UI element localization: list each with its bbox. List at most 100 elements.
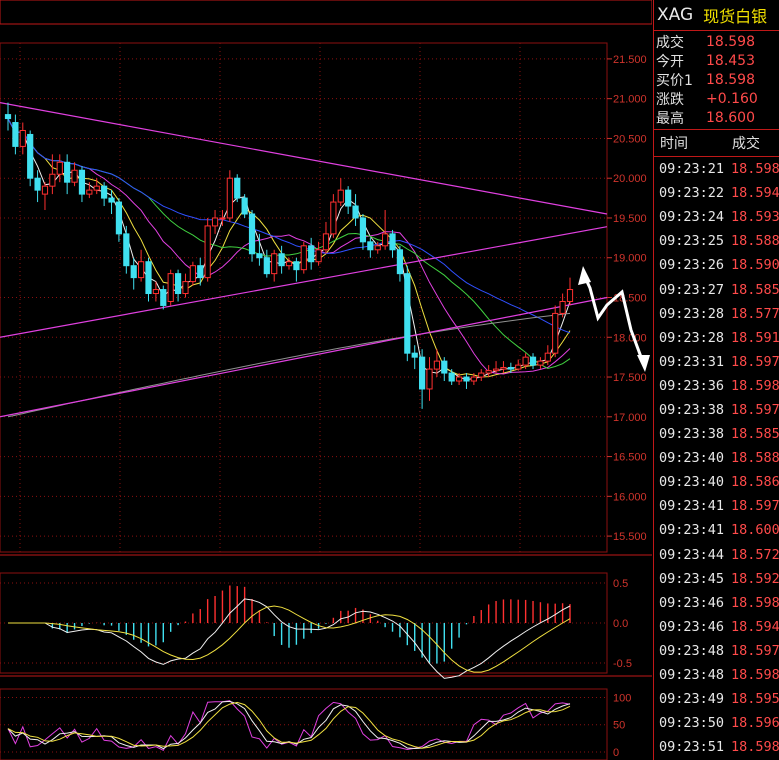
instrument-name: 现货白银: [703, 7, 768, 26]
y-tick-label: 18.000: [613, 332, 647, 344]
candle-body: [463, 376, 470, 382]
macd-panel-frame: [0, 572, 608, 674]
candle-body: [566, 289, 574, 302]
arrow-head-down: [637, 355, 650, 372]
candle-body: [300, 245, 307, 271]
tick-time: 09:23:25: [659, 233, 725, 250]
candle-body: [448, 372, 455, 382]
tick-price: 18.590: [731, 257, 779, 274]
quote-row: 涨跌 +0.160: [654, 89, 779, 108]
instrument-header: XAG 现货白银: [654, 0, 779, 31]
candle-body: [115, 201, 123, 235]
quote-label: 涨跌: [656, 91, 684, 108]
quote-value: 18.598: [706, 71, 755, 88]
tick-row: 09:23:21 18.598: [654, 157, 779, 181]
candle-body: [359, 217, 367, 243]
tick-row: 09:23:41 18.600: [654, 518, 779, 542]
candle-body: [337, 189, 344, 203]
tick-row: 09:23:49 18.595: [654, 687, 779, 711]
osc-tick-label: 0: [613, 747, 619, 759]
tick-price: 18.577: [731, 305, 779, 322]
candle-body: [56, 161, 63, 175]
arrow-stroke: [581, 272, 646, 366]
trend-line: [0, 102, 608, 215]
y-tick-label: 19.000: [613, 253, 647, 265]
tick-time: 09:23:31: [659, 353, 725, 370]
quote-value: 18.600: [706, 109, 755, 126]
tick-row: 09:23:45 18.592: [654, 567, 779, 591]
quote-label: 成交: [656, 34, 684, 51]
quote-row: 今开 18.453: [654, 51, 779, 70]
candle-body: [515, 364, 522, 370]
tick-time: 09:23:46: [659, 618, 725, 635]
tick-time: 09:23:45: [659, 570, 725, 587]
instrument-symbol: XAG: [657, 5, 694, 25]
candle-body: [441, 360, 448, 374]
candle-body: [101, 185, 108, 199]
tick-price: 18.591: [731, 329, 779, 346]
tick-time: 09:23:28: [659, 305, 725, 322]
tick-row: 09:23:46 18.598: [654, 591, 779, 615]
y-tick-label: 19.500: [613, 213, 647, 225]
tick-time: 09:23:27: [659, 281, 725, 298]
candle-body: [389, 233, 396, 251]
tick-price: 18.598: [731, 161, 779, 178]
tick-time: 09:23:50: [659, 715, 725, 732]
candle-body: [544, 352, 551, 362]
tick-row: 09:23:46 18.594: [654, 615, 779, 639]
y-tick-label: 17.500: [613, 372, 647, 384]
tick-time: 09:23:22: [659, 185, 725, 202]
tick-time: 09:23:24: [659, 209, 725, 226]
tick-price: 18.597: [731, 498, 779, 515]
candle-body: [108, 197, 115, 203]
trend-line: [0, 226, 608, 338]
tick-price: 18.598: [731, 667, 779, 684]
y-tick-label: 16.000: [613, 491, 647, 503]
candle-body: [293, 261, 300, 271]
candle-body: [552, 312, 559, 354]
quote-label: 买价1: [656, 72, 693, 89]
candle-body: [500, 366, 507, 370]
tick-time: 09:23:28: [659, 329, 725, 346]
ma-line-30: [7, 118, 571, 334]
tick-price: 18.592: [731, 570, 779, 587]
candle-body: [204, 225, 211, 279]
tick-row: 09:23:51 18.598: [654, 735, 779, 759]
candle-body: [152, 289, 159, 295]
tick-row: 09:23:28 18.591: [654, 326, 779, 350]
y-tick-label: 21.000: [613, 94, 647, 106]
tick-row: 09:23:38 18.585: [654, 422, 779, 446]
tick-row: 09:23:48 18.598: [654, 663, 779, 687]
candle-body: [4, 114, 12, 120]
ticks-header-price: 成交: [732, 136, 760, 152]
candle-body: [315, 249, 322, 263]
osc-tick-label: 100: [613, 692, 631, 704]
tick-price: 18.585: [731, 281, 779, 298]
trend-line: [0, 296, 608, 418]
tick-row: 09:23:40 18.588: [654, 446, 779, 470]
candle-body: [182, 281, 189, 295]
tick-price: 18.597: [731, 353, 779, 370]
tick-list[interactable]: 09:23:21 18.598 09:23:22 18.594 09:23:24 18.5…: [654, 157, 779, 759]
candle-body: [419, 356, 426, 390]
quote-summary: 成交 18.598 今开 18.453 买价1 18.598 涨跌 +0.160 最高 18.60…: [654, 31, 779, 130]
tick-row: 09:23:22 18.594: [654, 181, 779, 205]
tick-time: 09:23:41: [659, 498, 725, 515]
top-border: [0, 0, 652, 25]
candle-body: [396, 249, 404, 275]
tick-time: 09:23:51: [659, 739, 725, 756]
candle-body: [271, 253, 278, 275]
tick-price: 18.598: [731, 739, 779, 756]
y-tick-label: 20.000: [613, 173, 647, 185]
ma-line-12: [7, 118, 571, 375]
quote-side-panel: XAG 现货白银 成交 18.598 今开 18.453 买价1 18.598 涨跌 +0.1…: [653, 0, 779, 760]
tick-row: 09:23:40 18.586: [654, 470, 779, 494]
quote-row: 买价1 18.598: [654, 70, 779, 89]
candle-body: [211, 217, 219, 227]
candle-body: [485, 370, 492, 374]
oscillator-indicator: [0, 696, 607, 753]
candle-body: [226, 177, 233, 219]
candle-body: [234, 177, 241, 199]
trend-lines: [0, 102, 608, 418]
tick-row: 09:23:44 18.572: [654, 543, 779, 567]
